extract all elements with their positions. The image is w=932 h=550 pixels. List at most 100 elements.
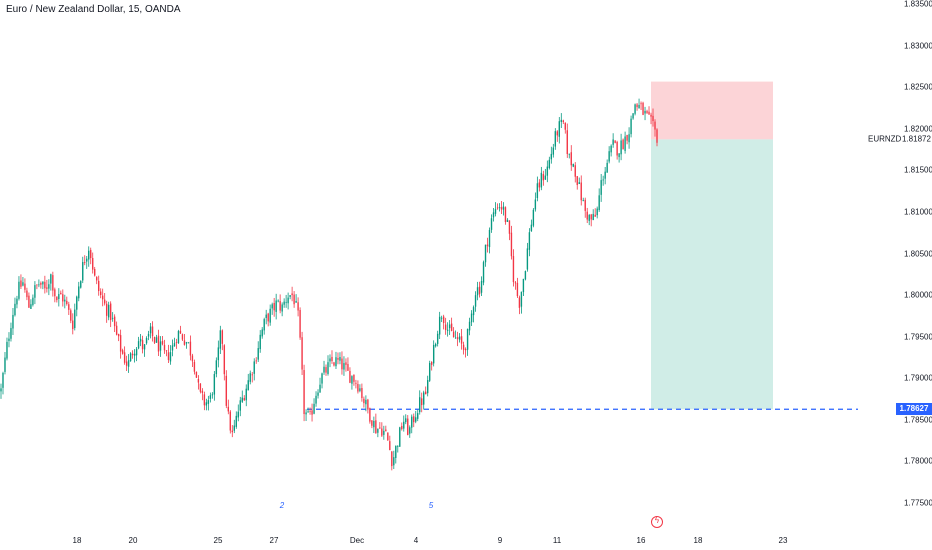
event-marker[interactable]: 5 xyxy=(428,501,434,510)
candle-body xyxy=(554,131,557,147)
candle-body xyxy=(526,248,529,270)
candle-body xyxy=(171,345,174,351)
candle-body xyxy=(70,310,72,321)
candle-body xyxy=(355,382,357,384)
time-tick-label: 25 xyxy=(213,536,223,545)
candle-body xyxy=(213,374,216,395)
candle-body xyxy=(508,220,511,234)
candle-body xyxy=(363,398,365,404)
candle-body xyxy=(327,362,329,374)
candle-body xyxy=(183,340,186,345)
candle-body xyxy=(72,320,74,330)
candle-body xyxy=(299,309,301,338)
stop-loss-zone[interactable] xyxy=(651,81,773,140)
candle-body xyxy=(245,388,247,401)
candle-body xyxy=(227,406,230,412)
candle-body xyxy=(253,361,255,374)
candle-body xyxy=(295,301,297,303)
candle-body xyxy=(18,281,20,299)
candle-body xyxy=(145,337,148,344)
candle-body xyxy=(189,341,192,356)
candle-body xyxy=(401,426,403,430)
candle-body xyxy=(534,199,537,210)
candle-body xyxy=(275,300,277,312)
candle-body xyxy=(265,314,267,318)
candle-body xyxy=(421,398,423,406)
candle-body xyxy=(0,388,2,392)
candle-body xyxy=(137,341,140,349)
candle-body xyxy=(163,344,166,351)
candle-body xyxy=(596,208,598,216)
candle-body xyxy=(403,421,405,429)
candle-body xyxy=(99,291,102,295)
candle-body xyxy=(335,357,337,367)
candle-body xyxy=(482,262,485,283)
candle-body xyxy=(193,362,196,372)
candle-body xyxy=(207,400,210,404)
candle-body xyxy=(650,114,652,117)
candle-body xyxy=(568,153,570,155)
candle-body xyxy=(243,397,245,401)
candle-body xyxy=(558,121,560,137)
candle-body xyxy=(446,329,449,331)
candle-body xyxy=(201,390,204,394)
price-axis[interactable]: 1.83500 1.83000 1.82500 1.82000 1.81500 1.810… xyxy=(858,0,932,550)
candle-body xyxy=(52,275,54,291)
candle-body xyxy=(375,420,377,434)
candle-body xyxy=(311,410,313,415)
candle-body xyxy=(159,341,162,351)
candle-body xyxy=(64,299,66,302)
candle-body xyxy=(16,298,18,305)
candle-body xyxy=(28,295,30,308)
candle-body xyxy=(594,214,596,217)
candle-body xyxy=(440,317,443,319)
candle-body xyxy=(622,139,624,150)
candle-body xyxy=(562,120,564,122)
price-tick-label: 1.81500 xyxy=(904,165,932,175)
candle-body xyxy=(353,374,355,382)
candle-body xyxy=(185,342,188,344)
candle-body xyxy=(572,163,574,167)
candle-body xyxy=(119,335,122,352)
horizontal-line-price-label: 1.78627 xyxy=(896,403,932,416)
candle-body xyxy=(624,136,626,151)
lightning-icon[interactable]: ϟ xyxy=(651,516,663,528)
price-tick-label: 1.78000 xyxy=(904,456,932,466)
candle-body xyxy=(205,402,208,406)
candle-body xyxy=(195,371,198,378)
candle-body xyxy=(602,179,604,181)
candle-body xyxy=(480,281,483,293)
candle-body xyxy=(251,374,253,376)
candle-body xyxy=(26,290,28,298)
candle-body xyxy=(105,303,108,316)
candle-body xyxy=(570,152,572,166)
candle-body xyxy=(56,296,58,301)
candle-body xyxy=(454,337,457,339)
candle-body xyxy=(566,130,568,155)
candle-body xyxy=(476,287,479,296)
candle-body xyxy=(626,134,628,141)
candle-body xyxy=(321,373,323,384)
take-profit-zone[interactable] xyxy=(651,139,773,410)
candle-body xyxy=(161,340,164,345)
candle-body xyxy=(580,182,582,201)
candle-body xyxy=(289,295,291,297)
candle-body xyxy=(44,281,46,289)
candle-body xyxy=(458,336,461,340)
candle-body xyxy=(423,392,425,405)
event-marker[interactable]: 2 xyxy=(279,501,285,510)
candle-body xyxy=(273,302,275,311)
candle-body xyxy=(582,200,584,201)
candle-body xyxy=(115,325,118,335)
candle-body xyxy=(614,140,616,143)
candle-body xyxy=(560,119,562,122)
candle-body xyxy=(32,297,34,305)
candle-body xyxy=(153,336,156,343)
candle-body xyxy=(652,115,654,122)
candle-body xyxy=(62,294,64,302)
candle-body xyxy=(34,285,36,298)
candle-body xyxy=(604,171,606,179)
candle-body xyxy=(538,182,541,188)
